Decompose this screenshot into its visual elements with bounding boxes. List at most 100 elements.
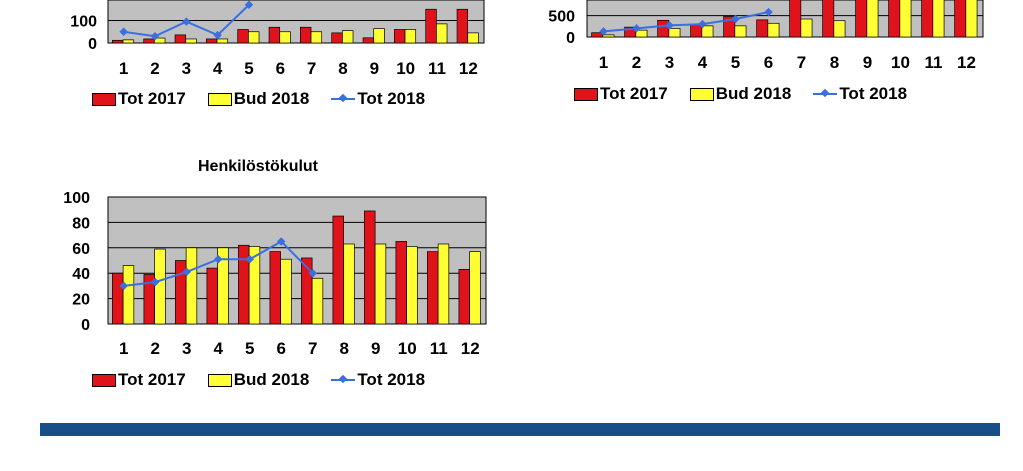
bar-tot-2017 xyxy=(456,8,469,43)
bar-tot-2017 xyxy=(789,0,802,37)
plot-area xyxy=(107,196,487,325)
bars xyxy=(112,0,479,43)
bar-tot-2017 xyxy=(364,210,376,324)
x-tick-label: 8 xyxy=(340,339,349,358)
bar-bud-2018 xyxy=(899,0,912,37)
bar-bud-2018 xyxy=(866,0,879,37)
bar-bud-2018 xyxy=(965,0,978,37)
x-tick-label: 8 xyxy=(338,59,347,78)
bar-bud-2018 xyxy=(469,251,481,324)
x-tick-label: 9 xyxy=(863,53,872,72)
bar-tot-2017 xyxy=(143,38,155,43)
legend-top-left: Tot 2017 Bud 2018 Tot 2018 xyxy=(92,89,447,109)
bar-bud-2018 xyxy=(122,39,135,43)
bar-bud-2018 xyxy=(932,0,945,37)
line-point xyxy=(119,281,128,291)
bar-bud-2018 xyxy=(602,34,615,37)
line-point xyxy=(308,268,317,278)
bar-tot-2017 xyxy=(657,19,670,37)
bar-tot-2017 xyxy=(427,251,439,324)
bar-tot-2017 xyxy=(332,215,344,324)
legend-label: Bud 2018 xyxy=(233,89,310,108)
legend-item-tot-2018: Tot 2018 xyxy=(331,89,425,109)
bar-tot-2017 xyxy=(112,39,124,43)
legend-item-bud-2018: Bud 2018 xyxy=(207,89,310,109)
x-tick-label: 3 xyxy=(182,59,191,78)
bar-bud-2018 xyxy=(467,32,479,43)
bar-tot-2017 xyxy=(268,26,281,43)
bar-bud-2018 xyxy=(635,29,648,37)
bar-tot-2017 xyxy=(425,8,437,43)
bar-tot-2017 xyxy=(206,38,218,43)
legend-swatch-yellow xyxy=(207,373,232,387)
legend-label: Tot 2017 xyxy=(600,84,668,103)
bar-bud-2018 xyxy=(185,247,198,324)
legend-label: Tot 2017 xyxy=(118,370,186,389)
y-tick-label: 0 xyxy=(81,317,90,334)
bar-bud-2018 xyxy=(154,37,166,43)
bar-bud-2018 xyxy=(216,38,229,43)
bar-tot-2017 xyxy=(174,34,187,43)
bar-tot-2017 xyxy=(269,251,281,324)
y-tick-label: 100 xyxy=(63,190,90,207)
bar-bud-2018 xyxy=(833,20,846,37)
x-tick-label: 7 xyxy=(307,59,316,78)
legend-top-right: Tot 2017 Bud 2018 Tot 2018 xyxy=(574,84,929,104)
bar-bud-2018 xyxy=(122,265,135,324)
x-tick-label: 6 xyxy=(276,59,285,78)
x-tick-label: 1 xyxy=(599,53,608,72)
bar-bud-2018 xyxy=(734,25,747,37)
x-tick-label: 10 xyxy=(891,53,910,72)
y-tick-label: 0 xyxy=(566,30,575,47)
x-tick-label: 12 xyxy=(459,59,478,78)
line-point xyxy=(150,32,160,41)
bar-bud-2018 xyxy=(373,28,385,43)
legend-label: Tot 2018 xyxy=(839,84,908,103)
bar-tot-2017 xyxy=(458,269,470,324)
x-tick-label: 5 xyxy=(245,339,254,358)
x-tick-label: 3 xyxy=(665,53,674,72)
bar-tot-2017 xyxy=(394,29,406,43)
bar-tot-2017 xyxy=(300,26,312,43)
plot-area xyxy=(107,0,485,44)
line-point xyxy=(182,267,191,277)
bar-tot-2017 xyxy=(954,0,967,37)
bar-bud-2018 xyxy=(406,246,418,324)
legend-label: Tot 2018 xyxy=(357,89,426,108)
bar-bud-2018 xyxy=(248,31,260,43)
x-tick-label: 5 xyxy=(244,59,253,78)
bar-bud-2018 xyxy=(217,247,229,324)
x-tick-label: 11 xyxy=(430,339,448,358)
x-tick-label: 2 xyxy=(632,53,641,72)
bar-tot-2017 xyxy=(888,0,901,37)
bar-tot-2017 xyxy=(395,241,407,324)
legend-label: Tot 2018 xyxy=(357,370,426,389)
line-point xyxy=(277,237,286,246)
bar-bud-2018 xyxy=(437,243,450,324)
legend-swatch-yellow xyxy=(207,92,232,106)
legend-item-tot-2017: Tot 2017 xyxy=(92,370,186,390)
bar-bud-2018 xyxy=(248,246,261,324)
bar-bud-2018 xyxy=(767,22,780,37)
bar-bud-2018 xyxy=(404,29,417,43)
legend-label: Bud 2018 xyxy=(233,370,310,389)
bar-bud-2018 xyxy=(280,258,292,324)
x-tick-label: 5 xyxy=(731,53,740,72)
legend-bottom: Tot 2017 Bud 2018 Tot 2018 xyxy=(92,370,447,390)
x-tick-label: 12 xyxy=(461,339,480,358)
bar-bud-2018 xyxy=(343,243,355,324)
legend-label: Tot 2017 xyxy=(118,89,186,108)
x-tick-label: 12 xyxy=(957,53,976,72)
x-tick-label: 4 xyxy=(698,53,708,72)
bar-tot-2017 xyxy=(362,37,375,43)
bar-tot-2017 xyxy=(238,244,250,324)
legend-item-tot-2018: Tot 2018 xyxy=(331,370,425,390)
y-tick-label: 80 xyxy=(72,215,90,232)
legend-item-bud-2018: Bud 2018 xyxy=(689,84,791,104)
x-tick-label: 11 xyxy=(925,53,943,72)
